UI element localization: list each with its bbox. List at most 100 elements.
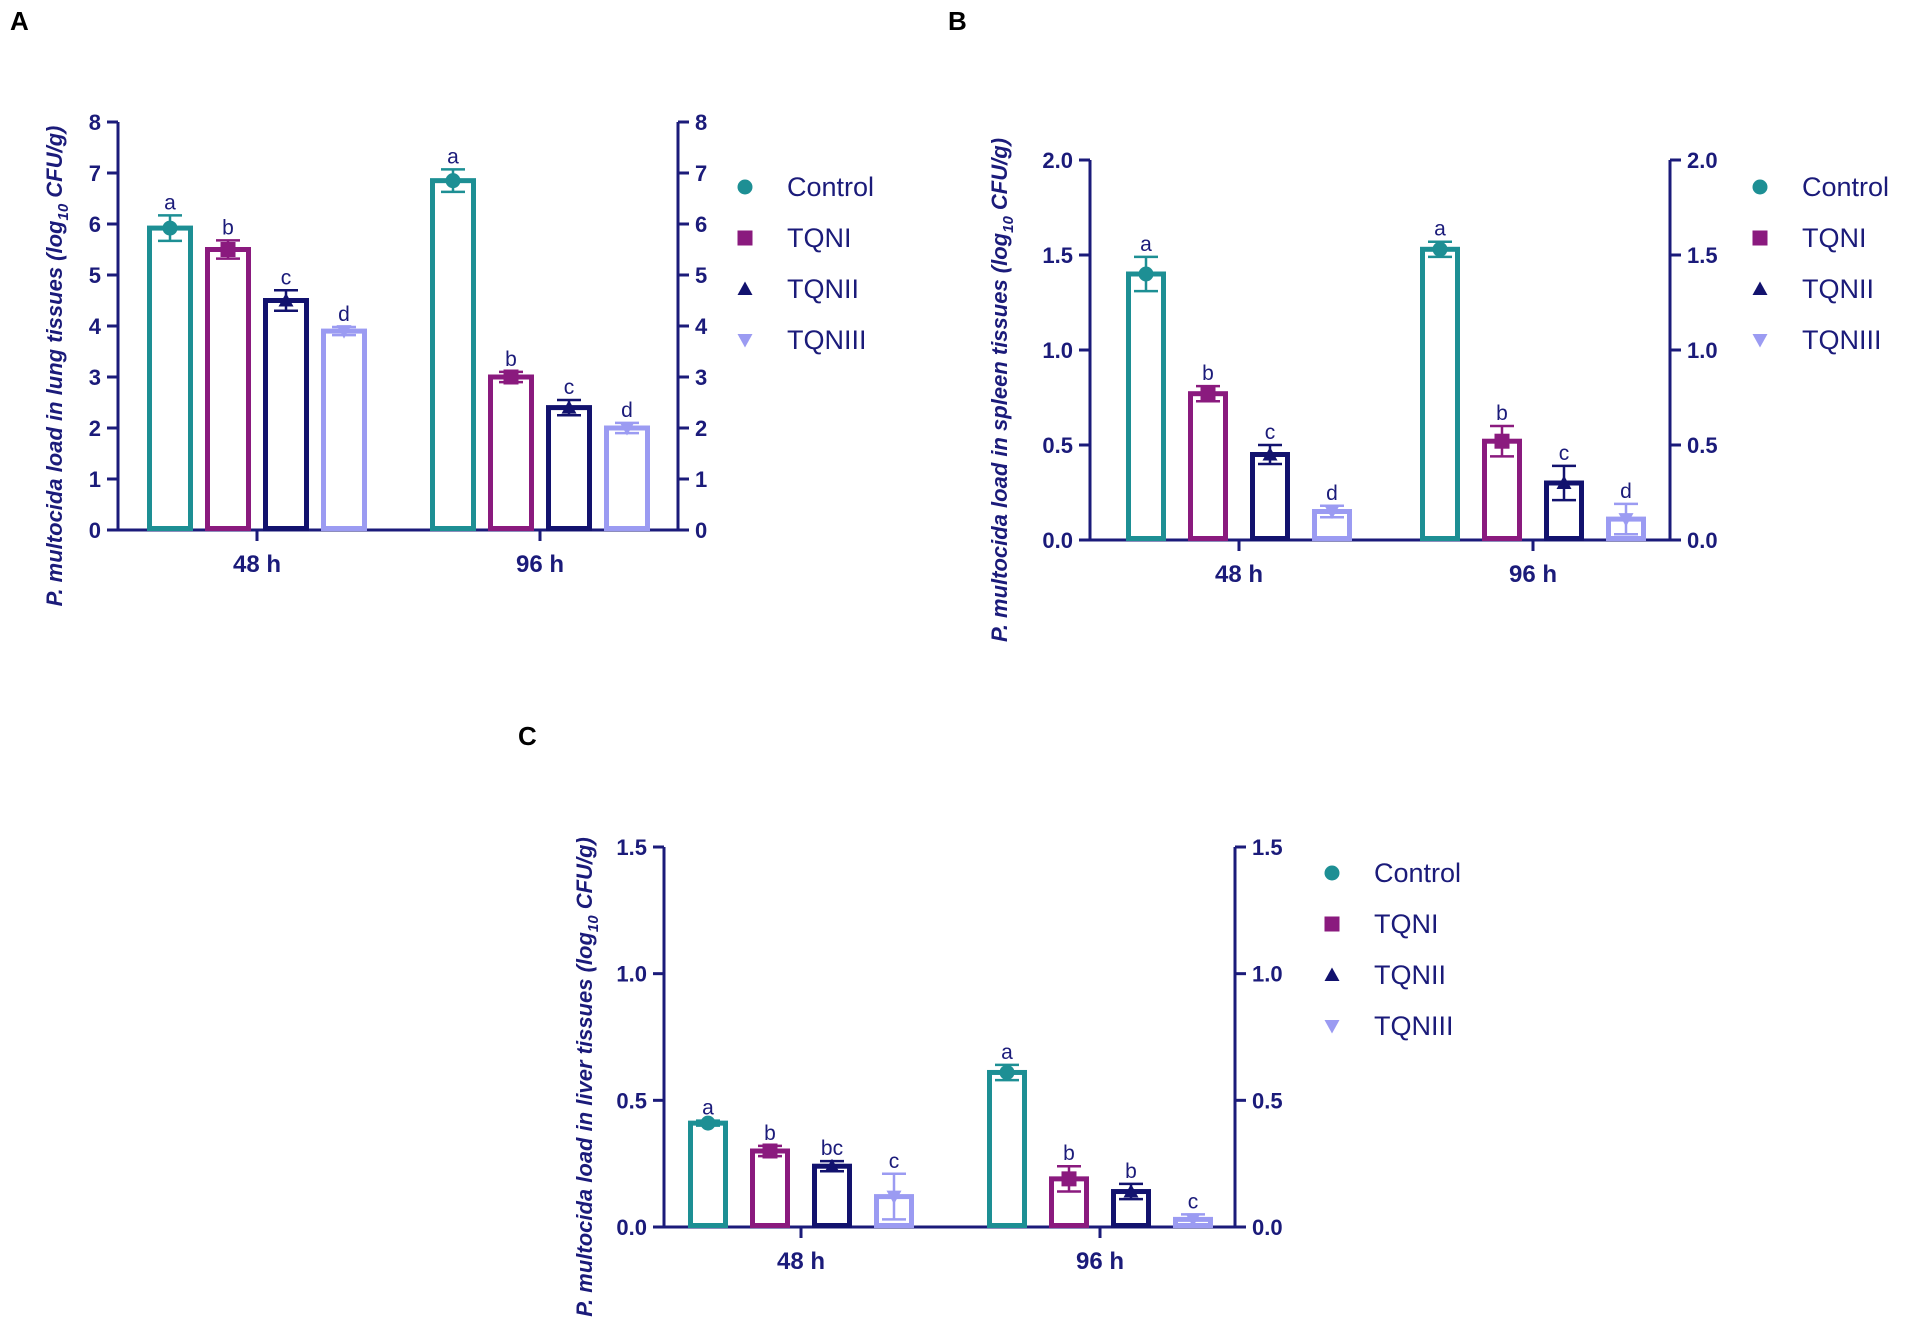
- legend-label-control: Control: [1374, 858, 1461, 888]
- y-tick-label-left: 3: [89, 365, 101, 390]
- significance-letter: b: [1496, 402, 1508, 425]
- y-tick-label-right: 5: [695, 263, 707, 288]
- y-tick-label-right: 6: [695, 212, 707, 237]
- significance-letter: d: [338, 303, 350, 326]
- y-tick-label-right: 0.0: [1252, 1215, 1283, 1240]
- y-tick-label-right: 1.5: [1687, 243, 1718, 268]
- y-tick-label-right: 0.5: [1687, 433, 1718, 458]
- bar-control: [1420, 246, 1460, 542]
- bar-tqniii: [604, 425, 650, 531]
- bar-control: [430, 178, 476, 531]
- y-tick-label-right: 2: [695, 416, 707, 441]
- y-tick-label-left: 0: [89, 518, 101, 543]
- significance-letter: c: [1559, 442, 1570, 465]
- significance-letter: b: [1063, 1142, 1075, 1165]
- y-tick-label-left: 1: [89, 467, 101, 492]
- legend-marker-control: [1752, 179, 1768, 195]
- bar-control: [987, 1069, 1027, 1229]
- significance-letter: c: [1265, 421, 1276, 444]
- y-tick-label-right: 4: [695, 314, 708, 339]
- significance-letter: a: [1140, 233, 1152, 256]
- legend-marker-tqni: [1752, 230, 1768, 246]
- y-tick-label-right: 1: [695, 467, 707, 492]
- legend-label-tqniii: TQNIII: [1802, 325, 1882, 355]
- y-tick-label-left: 5: [89, 263, 101, 288]
- legend-label-tqnii: TQNII: [787, 274, 859, 304]
- y-tick-label-left: 2: [89, 416, 101, 441]
- marker-tqnii: [1262, 447, 1278, 461]
- bar-tqniii: [321, 328, 367, 531]
- bar-tqnii: [546, 405, 592, 532]
- legend-label-tqniii: TQNIII: [1374, 1011, 1454, 1041]
- legend-label-tqni: TQNI: [1802, 223, 1867, 253]
- legend-label-control: Control: [1802, 172, 1889, 202]
- y-tick-label-right: 1.0: [1687, 338, 1718, 363]
- legend-marker-tqni: [1324, 916, 1340, 932]
- legend-marker-control: [1324, 865, 1340, 881]
- significance-letter: b: [1125, 1160, 1137, 1183]
- marker-control: [1138, 266, 1154, 282]
- significance-letter: c: [281, 266, 292, 289]
- marker-control: [700, 1115, 716, 1131]
- y-tick-label-right: 0: [695, 518, 707, 543]
- y-tick-label-left: 1.0: [1042, 338, 1073, 363]
- y-tick-label-left: 4: [89, 314, 102, 339]
- marker-tqniii: [1185, 1213, 1201, 1227]
- y-tick-label-left: 1.0: [616, 962, 647, 987]
- significance-letter: a: [1434, 218, 1446, 241]
- significance-letter: d: [1326, 482, 1338, 505]
- marker-tqnii: [278, 293, 294, 307]
- x-category-label: 96 h: [1509, 561, 1557, 588]
- bar-tqni: [488, 374, 534, 531]
- panel-c-chart: C 0.0 0.0 0.5 0.5 1.0 1.0 1.5 1.5 P. multocida lo…: [518, 721, 1461, 1317]
- x-category-label: 96 h: [516, 551, 564, 578]
- marker-tqniii: [1324, 505, 1340, 519]
- bar-tqnii: [1250, 452, 1290, 541]
- significance-letter: a: [164, 191, 176, 214]
- y-tick-label-right: 3: [695, 365, 707, 390]
- y-tick-label-right: 2.0: [1687, 148, 1718, 173]
- y-tick-label-right: 7: [695, 161, 707, 186]
- marker-tqniii: [619, 422, 635, 436]
- y-tick-label-right: 1.0: [1252, 962, 1283, 987]
- y-axis-title: P. multocida load in spleen tissues (log…: [987, 138, 1017, 642]
- y-axis-title: P. multocida load in lung tissues (log10…: [42, 126, 72, 607]
- bar-tqni: [1188, 391, 1228, 542]
- significance-letter: d: [1620, 480, 1632, 503]
- marker-tqni: [1494, 433, 1510, 449]
- y-tick-label-right: 8: [695, 110, 707, 135]
- x-category-label: 48 h: [777, 1248, 825, 1275]
- legend-label-tqnii: TQNII: [1374, 960, 1446, 990]
- x-category-label: 48 h: [233, 551, 281, 578]
- y-tick-label-left: 8: [89, 110, 101, 135]
- significance-letter: c: [564, 376, 575, 399]
- bar-tqnii: [812, 1163, 852, 1228]
- marker-tqni: [220, 242, 236, 257]
- bar-control: [1126, 271, 1166, 541]
- significance-letter: d: [621, 399, 633, 422]
- significance-letter: a: [1001, 1041, 1013, 1064]
- y-tick-label-left: 0.0: [616, 1215, 647, 1240]
- y-tick-label-left: 1.5: [1042, 243, 1073, 268]
- marker-control: [445, 173, 461, 189]
- legend-marker-tqnii: [737, 281, 753, 295]
- legend-marker-tqni: [737, 230, 753, 246]
- y-tick-label-left: 2.0: [1042, 148, 1073, 173]
- panel-label-c: C: [518, 721, 537, 751]
- significance-letter: a: [447, 145, 459, 168]
- marker-tqnii: [1123, 1184, 1139, 1198]
- significance-letter: a: [702, 1097, 714, 1120]
- panel-a-chart: A 0 0 1 1 2 2 3 3 4 4 5 5 6 6 7 7 8 8 P. multocida load in …: [10, 6, 874, 606]
- bar-tqnii: [263, 298, 309, 531]
- legend-marker-tqniii: [737, 334, 753, 348]
- marker-tqni: [503, 369, 519, 385]
- marker-tqni: [1200, 386, 1216, 402]
- bar-tqni: [205, 247, 251, 531]
- legend-marker-control: [737, 179, 753, 195]
- marker-tqnii: [824, 1158, 840, 1173]
- significance-letter: b: [764, 1122, 776, 1145]
- marker-control: [1432, 241, 1448, 257]
- legend-label-tqniii: TQNIII: [787, 325, 867, 355]
- panel-label-b: B: [948, 6, 967, 36]
